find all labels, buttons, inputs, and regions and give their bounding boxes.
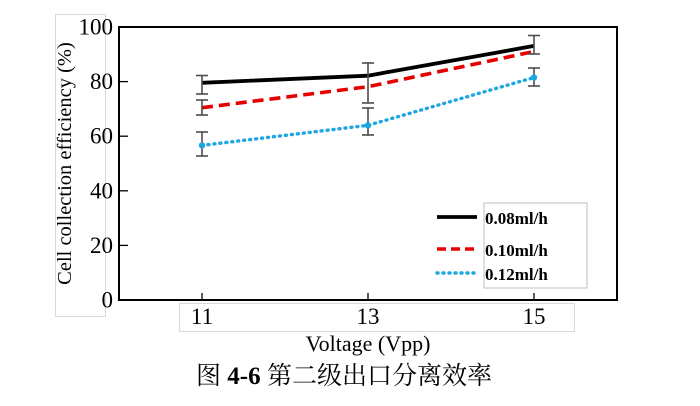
svg-text:20: 20 — [90, 233, 113, 258]
svg-text:Cell collection efficiency (%): Cell collection efficiency (%) — [54, 42, 76, 285]
svg-text:80: 80 — [90, 69, 113, 94]
svg-text:40: 40 — [90, 178, 113, 203]
svg-text:11: 11 — [191, 304, 213, 329]
svg-text:Voltage (Vpp): Voltage (Vpp) — [306, 331, 431, 356]
svg-text:15: 15 — [523, 304, 546, 329]
svg-text:0: 0 — [102, 288, 114, 313]
svg-text:0.12ml/h: 0.12ml/h — [485, 265, 548, 284]
svg-text:0.08ml/h: 0.08ml/h — [485, 209, 548, 228]
svg-text:100: 100 — [79, 15, 114, 40]
svg-text:60: 60 — [90, 124, 113, 149]
svg-text:13: 13 — [357, 304, 380, 329]
svg-text:0.10ml/h: 0.10ml/h — [485, 241, 548, 260]
